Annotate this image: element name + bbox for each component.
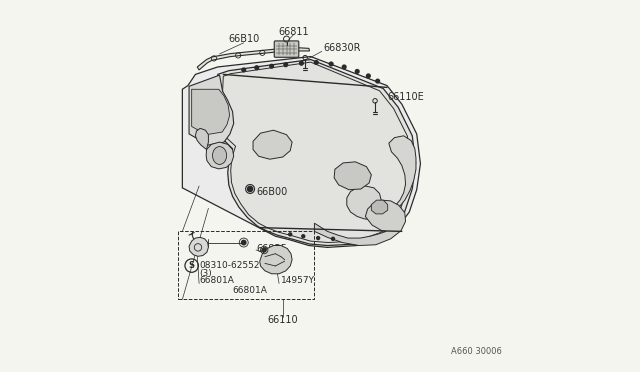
Text: (3): (3) — [199, 269, 212, 278]
Polygon shape — [334, 162, 371, 190]
Circle shape — [355, 70, 359, 73]
Text: A660 30006: A660 30006 — [451, 347, 502, 356]
Circle shape — [342, 65, 346, 69]
Polygon shape — [218, 60, 415, 246]
Polygon shape — [191, 89, 230, 135]
Text: 66801A: 66801A — [232, 286, 267, 295]
Text: 66110: 66110 — [268, 315, 298, 325]
Circle shape — [376, 79, 380, 83]
Circle shape — [255, 66, 259, 70]
Polygon shape — [197, 48, 310, 70]
Text: 14957Y: 14957Y — [281, 276, 315, 285]
Circle shape — [317, 237, 319, 240]
Polygon shape — [260, 246, 292, 274]
Text: 66811: 66811 — [278, 27, 309, 36]
Text: 66B00: 66B00 — [257, 187, 288, 196]
Circle shape — [300, 61, 303, 65]
Polygon shape — [182, 57, 420, 247]
Circle shape — [241, 240, 246, 245]
Text: 66801A: 66801A — [199, 276, 234, 285]
Polygon shape — [195, 128, 209, 150]
Text: 66110E: 66110E — [387, 92, 424, 102]
Text: 66855: 66855 — [257, 244, 287, 254]
Circle shape — [302, 235, 305, 238]
Ellipse shape — [212, 147, 227, 164]
Circle shape — [330, 62, 333, 66]
Polygon shape — [371, 200, 388, 214]
Polygon shape — [206, 142, 234, 169]
Circle shape — [332, 237, 335, 240]
Circle shape — [242, 68, 246, 72]
FancyBboxPatch shape — [275, 41, 299, 57]
Circle shape — [314, 61, 318, 64]
Text: S: S — [189, 261, 195, 270]
Circle shape — [262, 248, 266, 252]
Circle shape — [248, 186, 253, 192]
Circle shape — [367, 74, 370, 78]
Polygon shape — [189, 75, 234, 145]
Polygon shape — [347, 136, 416, 220]
Circle shape — [284, 63, 287, 67]
Polygon shape — [189, 237, 209, 256]
Polygon shape — [314, 200, 406, 246]
Text: 66830R: 66830R — [324, 44, 361, 53]
Circle shape — [289, 233, 292, 236]
Polygon shape — [253, 130, 292, 159]
Text: 66B10: 66B10 — [228, 34, 259, 44]
Circle shape — [270, 64, 273, 68]
Text: 08310-62552: 08310-62552 — [199, 261, 260, 270]
